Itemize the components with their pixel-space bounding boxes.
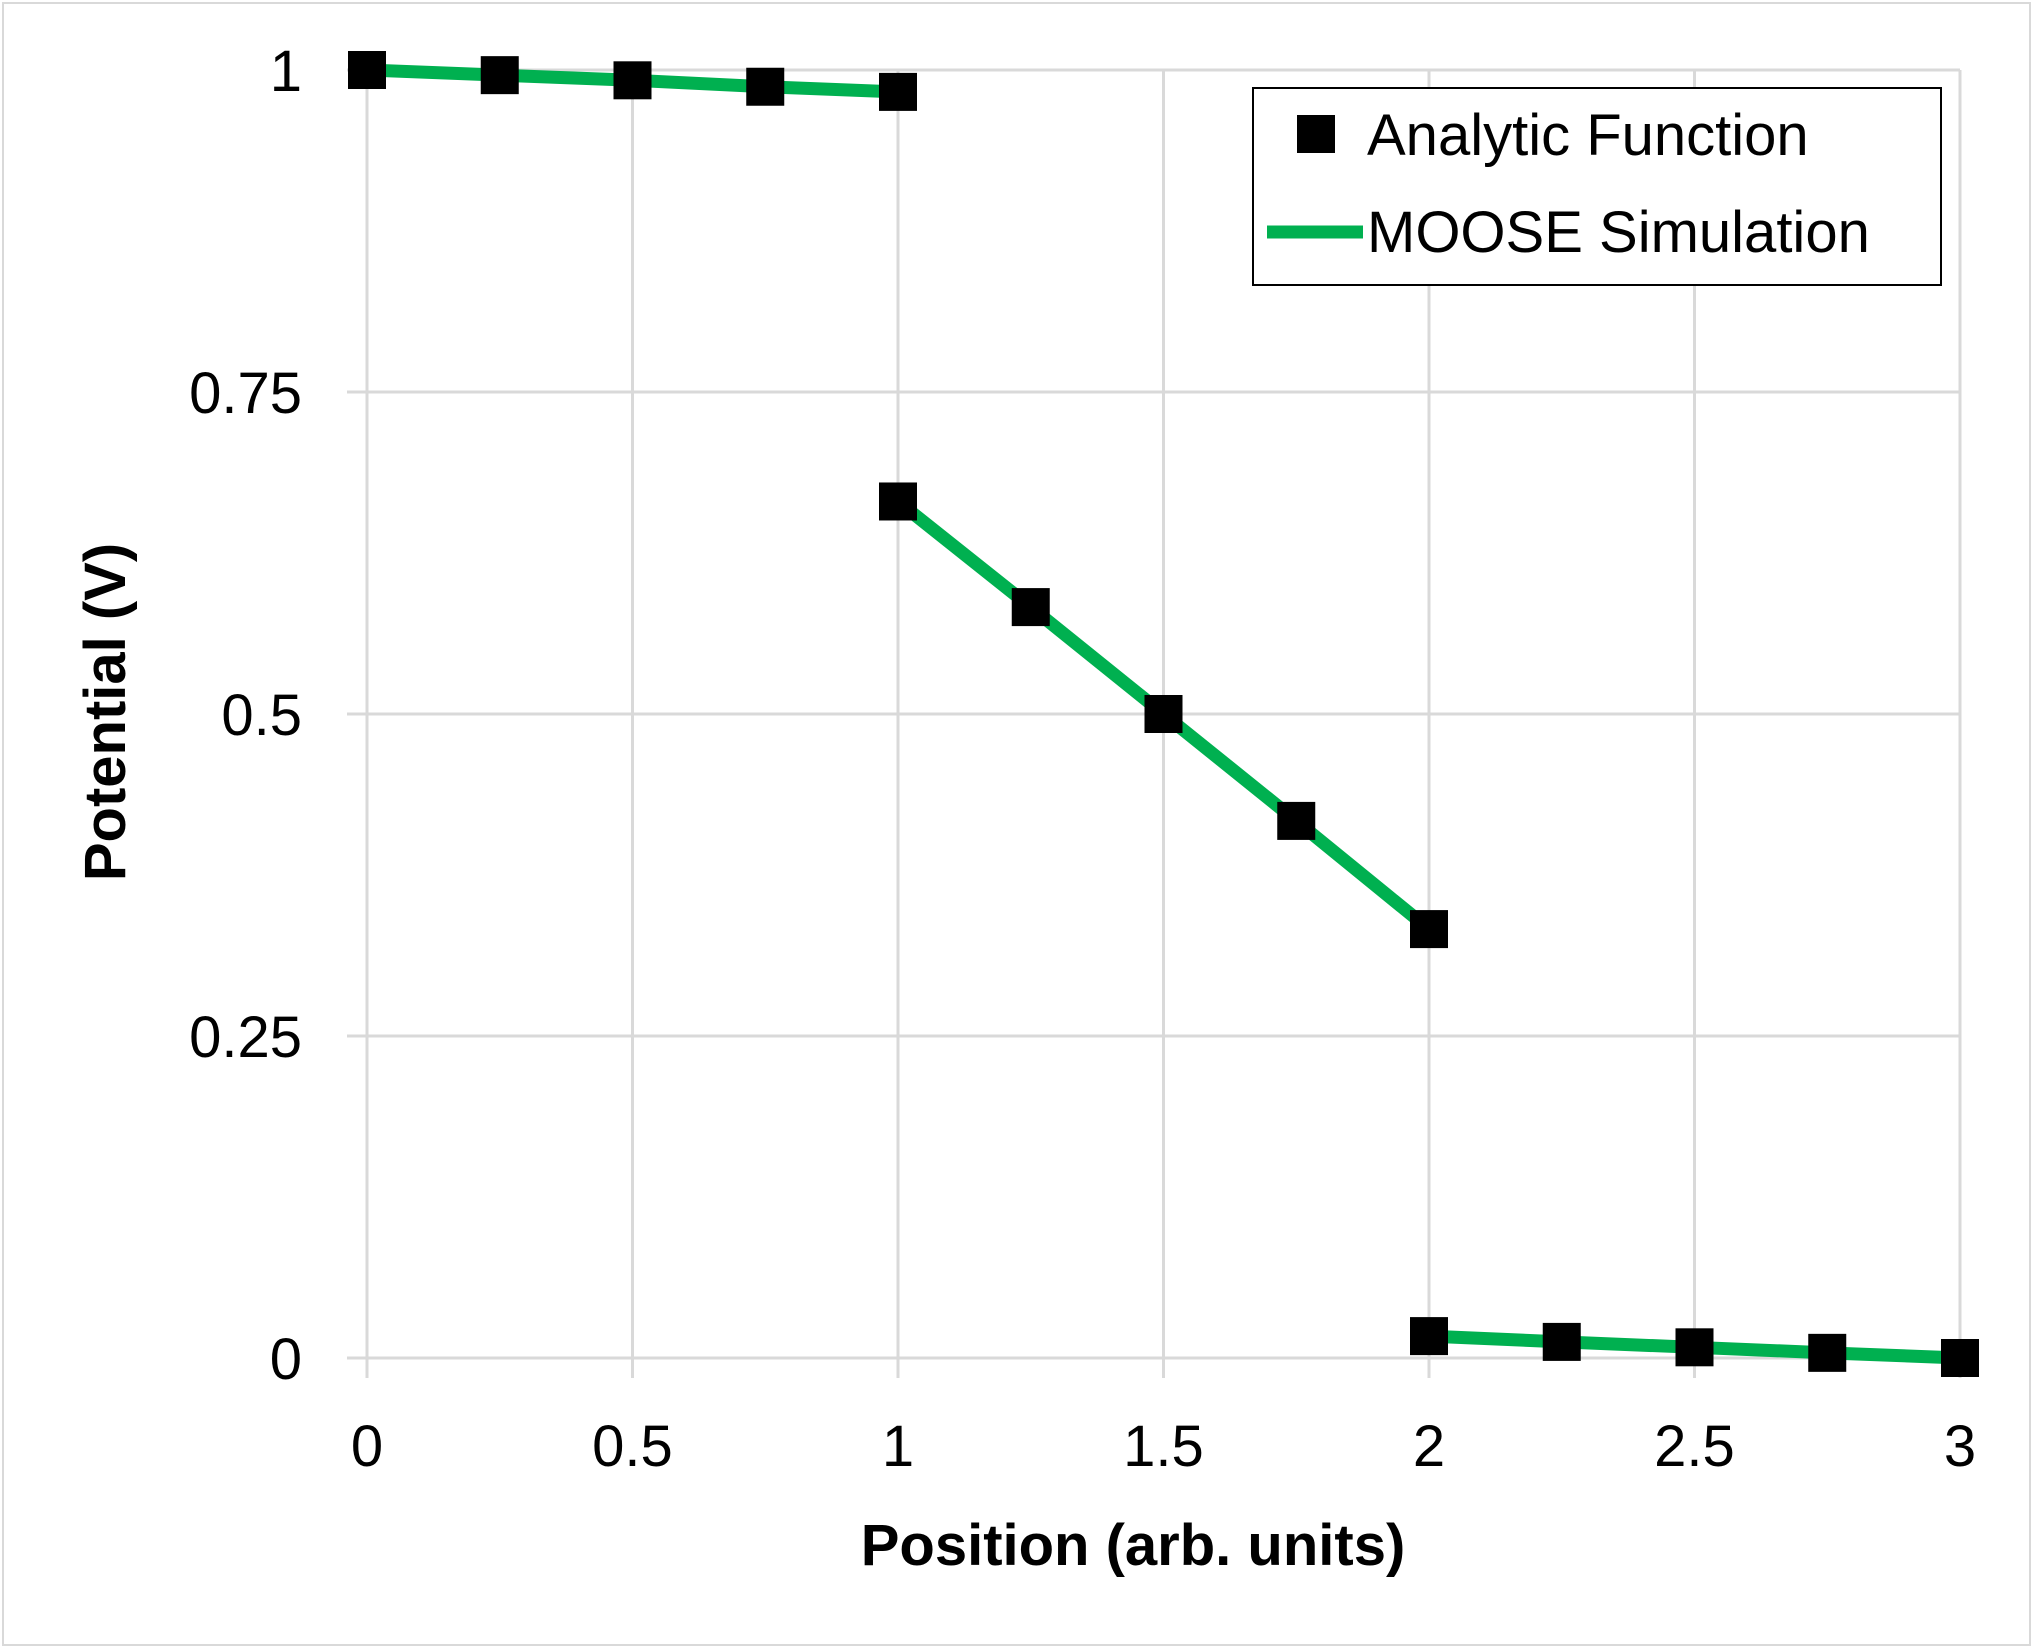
analytic-function-point [746,67,785,106]
x-axis-tick-labels: 0 0.5 1 1.5 2 2.5 3 [351,1414,1976,1479]
y-axis-tick-labels: 0 0.25 0.5 0.75 1 [189,39,302,1392]
legend-box [1252,87,1942,286]
analytic-function-point [480,56,519,95]
analytic-function-point [1410,1317,1448,1356]
analytic-function-point [1144,695,1183,733]
analytic-function-point [348,51,386,89]
x-tick-label: 1 [882,1414,914,1479]
analytic-function-point [879,482,917,521]
legend-marker-analytic-function [1297,115,1335,153]
x-tick-label: 0 [351,1414,383,1479]
analytic-function-point [1277,801,1316,840]
x-tick-label: 3 [1944,1414,1976,1479]
analytic-function-point [1808,1333,1847,1372]
analytic-function-point [1941,1339,1979,1377]
analytic-function-point [1410,910,1448,949]
analytic-function-series [348,51,1979,1377]
x-tick-label: 1.5 [1123,1414,1204,1479]
analytic-function-point [1542,1322,1581,1361]
y-tick-label: 0 [270,1327,302,1392]
y-tick-label: 0.5 [221,683,302,748]
legend-label-moose-simulation: MOOSE Simulation [1367,200,1870,265]
y-tick-label: 0.25 [189,1005,302,1070]
x-tick-label: 2 [1413,1414,1445,1479]
y-tick-label: 1 [270,39,302,104]
y-axis-title: Potential (V) [73,543,138,881]
x-tick-label: 0.5 [592,1414,673,1479]
legend-label-analytic-function: Analytic Function [1367,103,1809,168]
analytic-function-point [1675,1328,1714,1367]
analytic-function-point [1011,588,1050,627]
legend: Analytic Function MOOSE Simulation [1252,87,1942,286]
x-axis-title: Position (arb. units) [861,1513,1406,1578]
analytic-function-point [879,72,917,111]
x-tick-label: 2.5 [1654,1414,1735,1479]
y-tick-label: 0.75 [189,361,302,426]
analytic-function-point [613,61,652,100]
